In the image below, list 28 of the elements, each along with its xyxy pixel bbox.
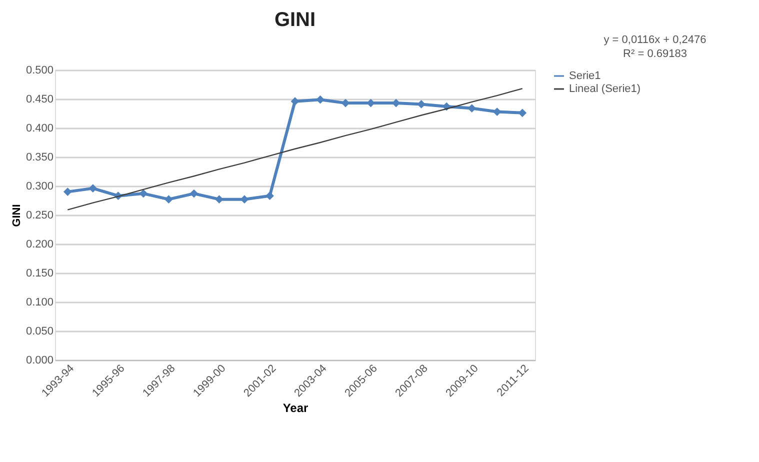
point [316,95,324,104]
legend-label: Serie1 [569,70,601,82]
point [63,188,72,196]
point [215,195,224,204]
point [468,104,476,112]
x-axis-title: Year [282,400,309,415]
y-tick-label: 0.150 [26,268,54,280]
point [88,184,98,193]
y-tick-label: 0.450 [26,94,54,106]
y-tick-label: 0.300 [26,180,54,192]
text: R² = 0.69183 [623,48,687,60]
y-tick-label: 0.100 [26,296,54,308]
y-tick-label: 0.500 [26,64,54,76]
point [139,189,148,198]
text: y = 0,0116x + 0,2476 [604,34,706,46]
point [164,195,173,204]
point [190,189,198,198]
y-tick-label: 0.050 [26,326,54,338]
point [518,108,527,118]
y-tick-label: 0.250 [26,210,54,222]
point [266,192,274,200]
y-axis-title: GINI [10,204,23,227]
y-tick-label: 0.000 [26,354,54,366]
y-tick-label: 0.400 [26,122,54,134]
chart-title: GINI [274,9,316,31]
legend-label: Lineal (Serie1) [569,83,641,95]
y-tick-label: 0.350 [26,152,54,164]
y-tick-label: 0.200 [26,238,54,250]
